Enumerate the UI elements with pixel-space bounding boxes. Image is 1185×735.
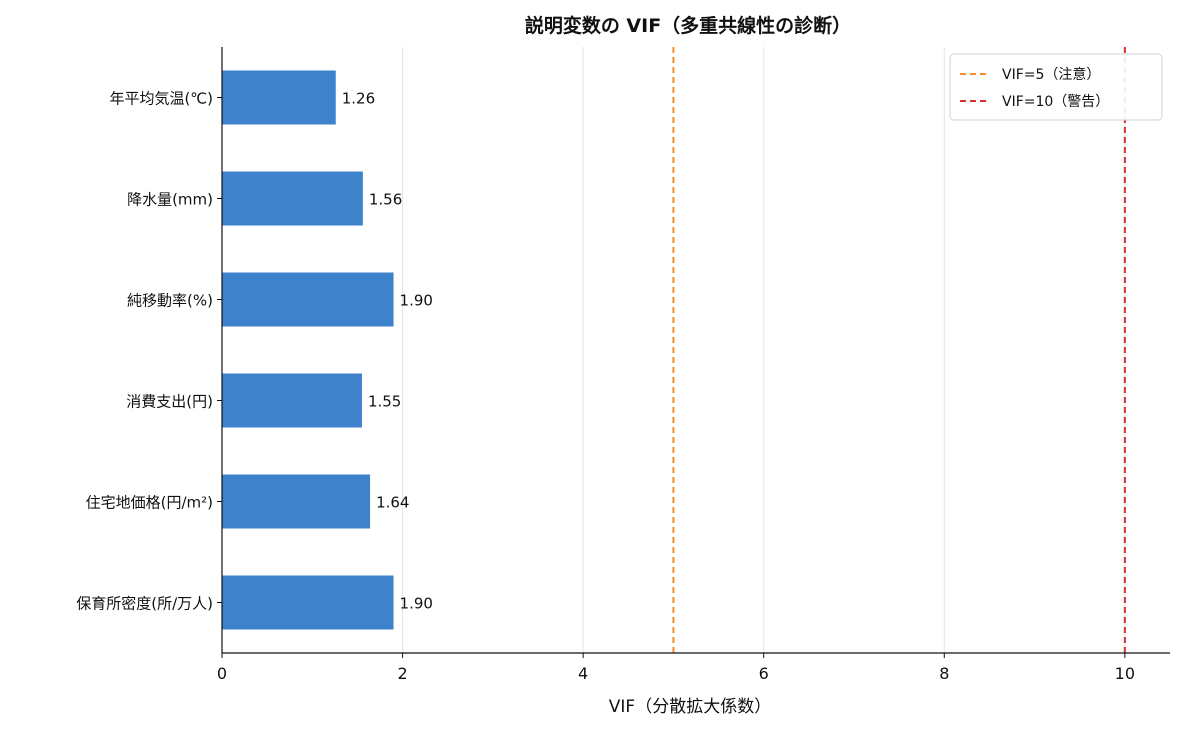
- x-tick-label: 8: [939, 664, 949, 683]
- category-label: 消費支出(円): [126, 393, 213, 411]
- bar: [222, 70, 336, 125]
- bars: 1.26 1.56 1.90 1.55 1.64 1.90: [222, 70, 433, 630]
- axes: [221, 47, 1170, 654]
- category-label: 降水量(mm): [127, 191, 213, 209]
- reference-lines: [672, 47, 1126, 653]
- x-ticks: 0 2 4 6 8 10: [217, 653, 1135, 683]
- x-tick-label: 6: [759, 664, 769, 683]
- bar: [222, 171, 363, 226]
- category-label: 保育所密度(所/万人): [76, 595, 213, 613]
- x-tick-label: 4: [578, 664, 588, 683]
- x-tick-label: 10: [1115, 664, 1135, 683]
- grid-lines: [402, 47, 1126, 653]
- bar-value-label: 1.90: [400, 292, 433, 310]
- legend-label: VIF=5（注意）: [1002, 66, 1100, 83]
- legend-label: VIF=10（警告）: [1002, 94, 1109, 110]
- category-label: 純移動率(%): [127, 292, 213, 310]
- x-axis-title: VIF（分散拡大係数）: [609, 697, 771, 717]
- bar-value-label: 1.26: [342, 90, 375, 108]
- bar: [222, 373, 362, 428]
- category-label: 年平均気温(℃): [109, 90, 213, 108]
- legend-box: [949, 53, 1163, 121]
- legend: VIF=5（注意） VIF=10（警告）: [949, 53, 1163, 121]
- bar-value-label: 1.90: [400, 595, 433, 613]
- bar-value-label: 1.55: [368, 393, 401, 411]
- x-tick-label: 2: [397, 664, 407, 683]
- bar-value-label: 1.56: [369, 191, 402, 209]
- chart-title: 説明変数の VIF（多重共線性の診断）: [525, 14, 851, 37]
- x-tick-label: 0: [217, 664, 227, 683]
- bar: [222, 575, 394, 630]
- bar: [222, 474, 371, 529]
- category-label: 住宅地価格(円/m²): [86, 494, 213, 512]
- bar-value-label: 1.64: [376, 494, 409, 512]
- category-labels: 年平均気温(℃) 降水量(mm) 純移動率(%) 消費支出(円) 住宅地価格(円/m²)…: [76, 90, 222, 613]
- bar: [222, 272, 394, 327]
